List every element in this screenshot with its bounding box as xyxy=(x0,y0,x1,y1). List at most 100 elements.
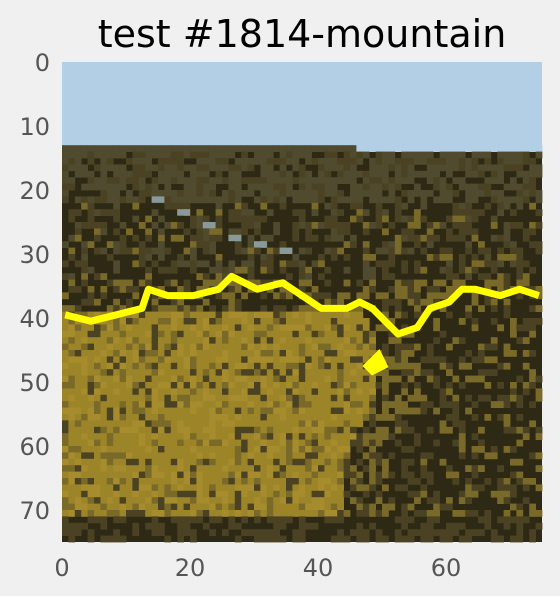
image-pixel xyxy=(394,145,402,152)
image-pixel xyxy=(222,497,229,504)
image-pixel xyxy=(279,446,287,453)
image-pixel xyxy=(234,369,242,376)
image-pixel xyxy=(68,382,76,389)
image-pixel xyxy=(426,343,434,351)
image-pixel xyxy=(145,458,152,466)
image-pixel xyxy=(388,247,396,255)
image-pixel xyxy=(151,209,159,216)
image-pixel xyxy=(394,183,402,191)
stream-pixel xyxy=(202,222,216,229)
image-pixel xyxy=(362,343,370,351)
image-pixel xyxy=(330,202,338,210)
image-pixel xyxy=(388,375,396,383)
image-pixel xyxy=(81,164,88,172)
image-pixel xyxy=(484,382,492,389)
image-pixel xyxy=(177,452,184,460)
image-pixel xyxy=(247,190,255,197)
image-pixel xyxy=(298,382,306,389)
image-pixel xyxy=(138,490,146,498)
image-pixel xyxy=(369,286,376,293)
image-pixel xyxy=(209,446,216,453)
image-pixel xyxy=(158,458,165,466)
image-pixel xyxy=(420,401,428,408)
image-pixel xyxy=(490,305,498,312)
image-pixel xyxy=(516,478,524,485)
image-pixel xyxy=(375,439,383,447)
image-pixel xyxy=(292,497,300,504)
image-pixel xyxy=(177,439,184,447)
image-pixel xyxy=(177,503,184,511)
image-pixel xyxy=(356,362,364,370)
image-pixel xyxy=(151,471,159,479)
image-pixel xyxy=(209,318,216,325)
image-pixel xyxy=(343,465,351,472)
image-pixel xyxy=(369,266,376,274)
image-pixel xyxy=(273,503,280,511)
image-pixel xyxy=(190,151,197,159)
image-pixel xyxy=(330,414,338,421)
image-pixel xyxy=(388,330,396,338)
image-pixel xyxy=(414,311,421,319)
image-pixel xyxy=(106,503,114,511)
image-pixel xyxy=(164,362,172,370)
image-pixel xyxy=(266,420,274,428)
image-pixel xyxy=(266,439,274,447)
image-pixel xyxy=(241,510,248,517)
image-pixel xyxy=(113,279,120,287)
image-pixel xyxy=(465,247,472,255)
image-pixel xyxy=(330,420,338,428)
image-pixel xyxy=(196,446,204,453)
image-pixel xyxy=(100,388,108,396)
image-pixel xyxy=(62,522,69,530)
image-pixel xyxy=(279,414,287,421)
image-pixel xyxy=(266,196,274,204)
image-pixel xyxy=(190,177,197,184)
image-pixel xyxy=(247,414,255,421)
image-pixel xyxy=(356,369,364,376)
image-pixel xyxy=(535,484,543,492)
image-pixel xyxy=(202,330,210,338)
image-pixel xyxy=(228,375,236,383)
image-pixel xyxy=(362,170,370,178)
image-pixel xyxy=(138,356,146,364)
image-pixel xyxy=(318,356,325,364)
image-pixel xyxy=(164,356,172,364)
image-pixel xyxy=(298,196,306,204)
image-pixel xyxy=(433,164,440,172)
image-pixel xyxy=(87,375,95,383)
image-pixel xyxy=(222,196,229,204)
image-pixel xyxy=(196,516,204,524)
image-pixel xyxy=(74,439,82,447)
image-pixel xyxy=(362,337,370,344)
image-pixel xyxy=(68,458,76,466)
image-pixel xyxy=(394,286,402,293)
image-pixel xyxy=(94,503,101,511)
image-pixel xyxy=(202,241,210,248)
image-pixel xyxy=(471,158,479,165)
image-pixel xyxy=(209,382,216,389)
image-pixel xyxy=(119,222,127,229)
image-pixel xyxy=(68,318,76,325)
image-pixel xyxy=(106,279,114,287)
image-pixel xyxy=(177,414,184,421)
image-pixel xyxy=(279,202,287,210)
image-pixel xyxy=(305,318,312,325)
image-pixel xyxy=(471,510,479,517)
image-pixel xyxy=(196,497,204,504)
image-pixel xyxy=(74,426,82,434)
image-pixel xyxy=(446,190,453,197)
image-pixel xyxy=(279,324,287,332)
image-pixel xyxy=(202,298,210,306)
image-pixel xyxy=(234,286,242,293)
image-pixel xyxy=(260,471,268,479)
image-pixel xyxy=(350,529,357,536)
image-pixel xyxy=(106,382,114,389)
image-pixel xyxy=(94,433,101,440)
image-pixel xyxy=(452,234,460,242)
image-pixel xyxy=(68,426,76,434)
image-pixel xyxy=(222,452,229,460)
image-pixel xyxy=(126,158,133,165)
image-pixel xyxy=(151,394,159,402)
image-pixel xyxy=(228,369,236,376)
image-pixel xyxy=(503,343,511,351)
